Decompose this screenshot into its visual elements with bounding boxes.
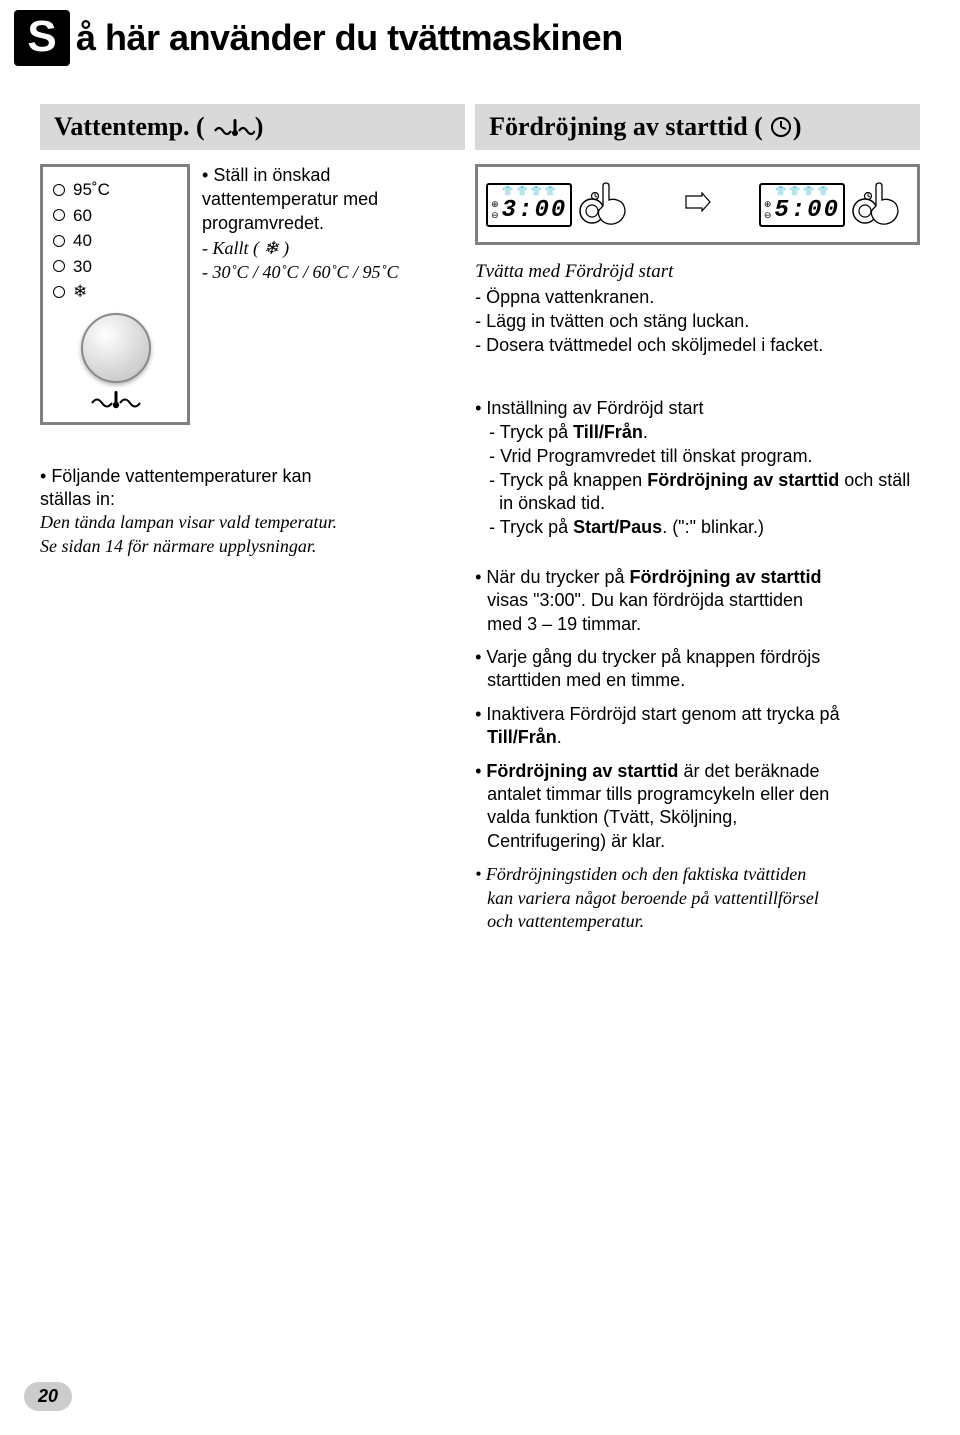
right-column: Fördröjning av starttid ( ) 👕👕👕👕 ⊕⊖ 3:00	[475, 104, 920, 943]
clock-icon	[769, 115, 793, 139]
temp-option-60[interactable]: 60	[53, 203, 179, 229]
temp-range-label: - 30˚C / 40˚C / 60˚C / 95˚C	[202, 261, 399, 285]
delay-heading-text: Fördröjning av starttid (	[489, 112, 763, 142]
watertemp-heading: Vattentemp. ( )	[40, 104, 465, 150]
delay-display-panel: 👕👕👕👕 ⊕⊖ 3:00	[475, 164, 920, 245]
watertemp-instructions: Ställ in önskad vattentemperatur med pro…	[202, 164, 399, 425]
display-before: 👕👕👕👕 ⊕⊖ 3:00	[486, 177, 636, 232]
arrow-right-icon	[684, 192, 712, 218]
thermometer-waves-icon	[88, 389, 144, 416]
watertemp-heading-close: )	[255, 112, 264, 142]
press-button-icon	[576, 177, 636, 232]
press-button-icon	[849, 177, 909, 232]
cold-option-label: - Kallt ( ❄ )	[202, 237, 399, 261]
time-display-2: 👕👕👕👕 ⊕⊖ 5:00	[759, 183, 845, 227]
content-columns: Vattentemp. ( ) 95˚C 60 40 30 ❄	[0, 104, 960, 943]
delay-instructions-1: Tvätta med Fördröjd start - Öppna vatten…	[475, 259, 920, 540]
left-column: Vattentemp. ( ) 95˚C 60 40 30 ❄	[40, 104, 465, 943]
page-title-row: S å här använder du tvättmaskinen	[0, 0, 960, 76]
page-title: å här använder du tvättmaskinen	[76, 17, 623, 59]
page-number: 20	[24, 1382, 72, 1411]
watertemp-footnote: Följande vattentemperaturer kan ställas …	[40, 465, 465, 559]
temperature-selector-panel: 95˚C 60 40 30 ❄	[40, 164, 190, 425]
watertemp-panel-row: 95˚C 60 40 30 ❄	[40, 164, 465, 425]
delay-notes: När du trycker på Fördröjning av startti…	[475, 566, 920, 933]
section-letter-badge: S	[14, 10, 70, 66]
temp-option-40[interactable]: 40	[53, 228, 179, 254]
temp-option-30[interactable]: 30	[53, 254, 179, 280]
delay-instructions-2: Inställning av Fördröjd start Tryck på T…	[475, 397, 920, 540]
delay-heading: Fördröjning av starttid ( )	[475, 104, 920, 150]
program-knob[interactable]	[81, 313, 151, 383]
display-after: 👕👕👕👕 ⊕⊖ 5:00	[759, 177, 909, 232]
thermometer-waves-icon	[211, 115, 255, 139]
snowflake-icon: ❄	[73, 279, 87, 305]
time-display-1: 👕👕👕👕 ⊕⊖ 3:00	[486, 183, 572, 227]
temp-option-cold[interactable]: ❄	[53, 279, 179, 305]
delay-heading-close: )	[793, 112, 802, 142]
temp-option-95[interactable]: 95˚C	[53, 177, 179, 203]
watertemp-heading-text: Vattentemp. (	[54, 112, 205, 142]
temperature-options: 95˚C 60 40 30 ❄	[53, 177, 179, 305]
